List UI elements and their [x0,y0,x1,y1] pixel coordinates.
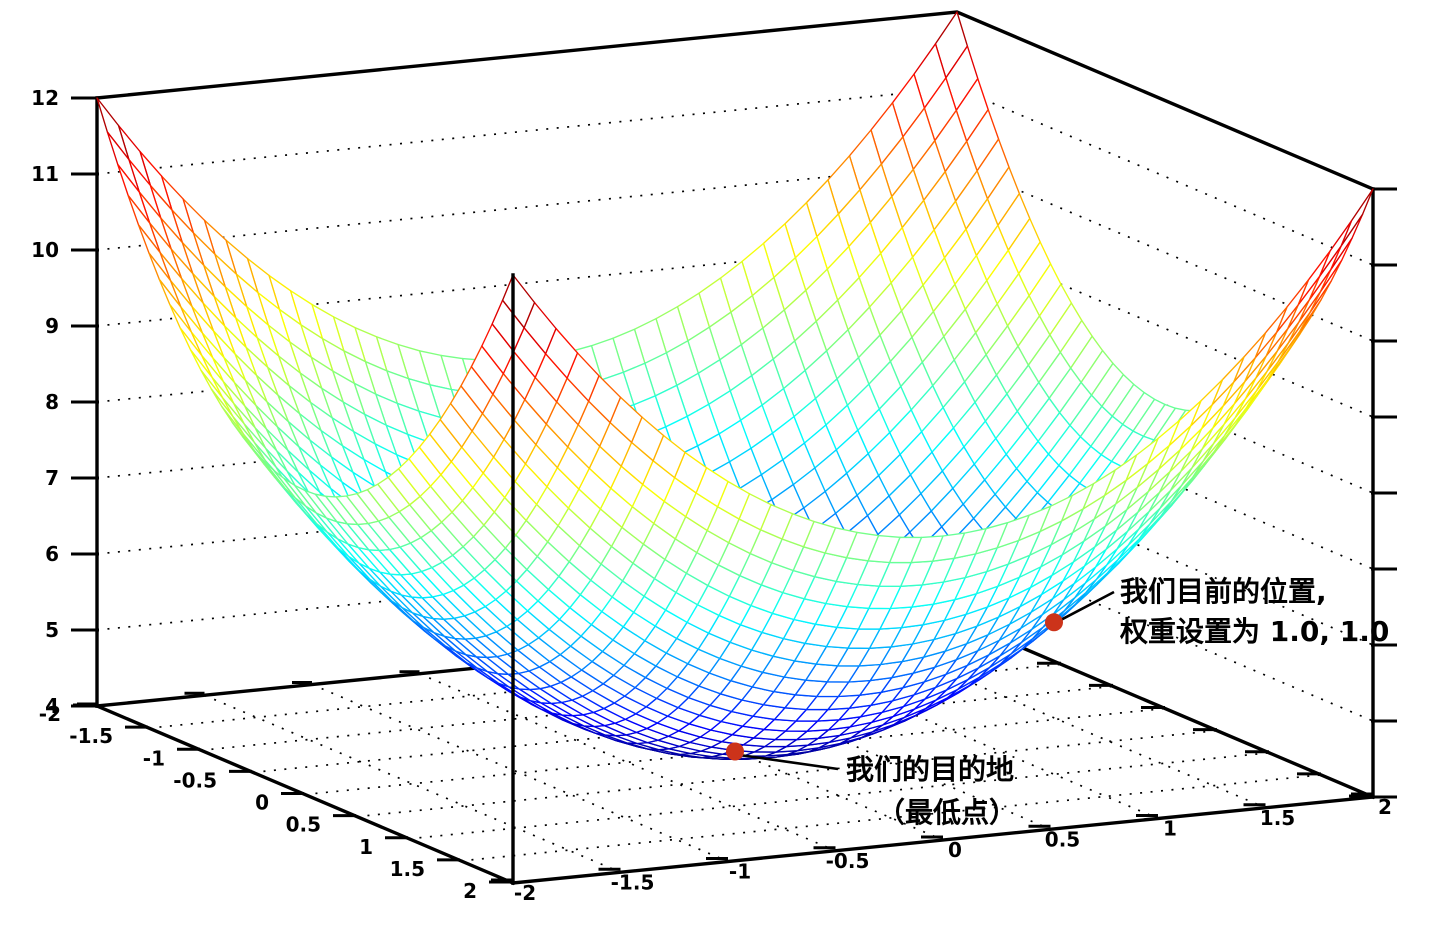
bottom-left-tick-label: 2 [463,879,477,903]
bottom-left-tick-label: -1 [143,746,165,770]
top-back-edges [95,10,1376,192]
floor-gridline-u [408,751,1270,840]
destination-leader-line [742,754,839,771]
z-tick-label: 4 [45,694,59,718]
current-position-dot [1045,613,1063,632]
destination-dot [726,742,744,761]
wall-gridline-z-6 [96,467,1374,646]
bottom-left-tick-label: 1.5 [390,857,425,881]
annotation-destination-line2: （最低点） [877,796,1017,829]
floor-gridline-u [356,729,1218,818]
floor-gridline-v [204,694,621,874]
annotation-markers [726,590,1115,771]
annotation-current-position-line1: 我们目前的位置, [1120,575,1327,608]
wall-gridline-z-10 [96,163,1374,342]
surface-wireframe-mesh [96,11,1374,760]
wall-gridline-z-8 [96,315,1374,494]
bottom-front-tick-label: -1.5 [611,870,655,894]
bottom-front-tick-label: 1.5 [1260,806,1295,830]
wall-gridline-z-11 [96,87,1374,266]
bottom-front-tick-label: -0.5 [826,849,870,873]
z-tick-label: 9 [45,314,59,338]
annotation-current-position-line2: 权重设置为 1.0, 1.0 [1119,615,1389,648]
z-tick-label: 12 [31,86,59,110]
bottom-left-tick-label: 0 [255,791,269,815]
z-tick-label: 10 [31,238,59,262]
current-position-leader-line [1061,590,1115,621]
z-tick-label: 8 [45,390,59,414]
z-tick-label: 11 [31,162,59,186]
wall-gridline-z-5 [96,543,1374,722]
bottom-front-tick-label: 1 [1163,817,1177,841]
bottom-left-tick-label: 1 [359,835,373,859]
z-tick-label: 7 [45,466,59,490]
floor-gridline-u [460,774,1322,862]
bottom-front-tick-label: 2 [1378,795,1392,819]
floor-gridline-v [419,673,836,852]
bottom-front-tick-label: -2 [514,881,536,905]
bottom-front-tick-label: -1 [729,860,751,884]
bottom-left-tick-label: -2 [39,702,61,726]
z-tick-label: 6 [45,542,59,566]
bottom-left-tick-label: -1.5 [69,724,113,748]
wall-gridline-z-7 [96,391,1374,570]
bottom-front-tick-label: 0 [948,838,962,862]
bottom-left-tick-label: -0.5 [173,768,217,792]
bottom-left-tick-label: 0.5 [286,813,321,837]
floor-left-edge [94,703,516,886]
annotation-destination-line1: 我们的目的地 [846,753,1014,786]
z-tick-label: 5 [45,618,59,642]
wall-gridline-z-9 [96,239,1374,418]
bottom-front-tick-label: 0.5 [1045,827,1080,851]
floor-front-edge [511,795,1375,885]
floor-gridline-v [311,683,729,863]
axis-ticks [71,96,1397,884]
